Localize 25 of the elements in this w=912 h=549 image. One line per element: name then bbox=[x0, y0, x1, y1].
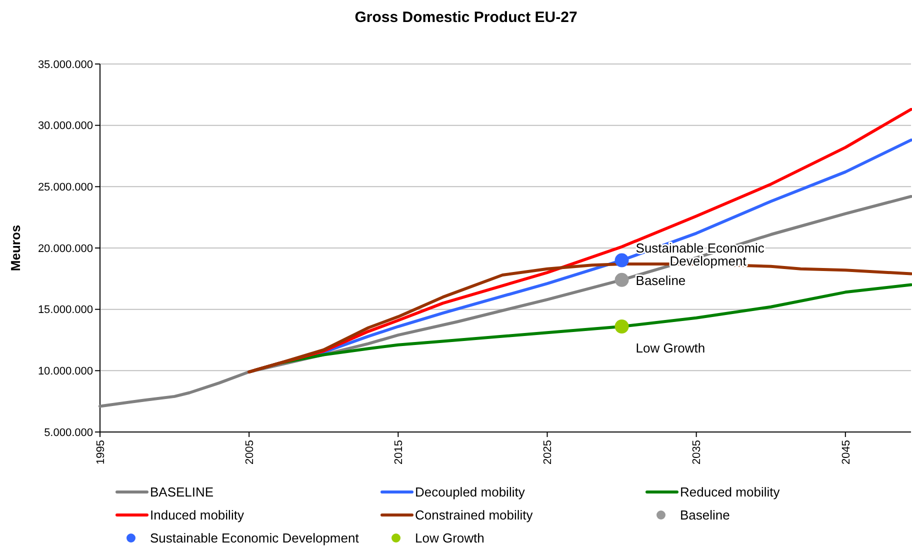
x-tick-label: 2015 bbox=[393, 440, 406, 464]
x-tick-label: 2025 bbox=[542, 440, 554, 464]
y-tick-label: 25.000.000 bbox=[38, 182, 93, 194]
x-tick-label: 2045 bbox=[840, 440, 852, 464]
x-tick-label: 2035 bbox=[691, 440, 704, 464]
text: Low Growth bbox=[636, 340, 706, 356]
text: Baseline bbox=[636, 272, 686, 288]
legend-label: BASELINE bbox=[150, 484, 214, 500]
y-tick-label: 35.000.000 bbox=[38, 58, 93, 71]
legend-label: Baseline bbox=[680, 508, 730, 523]
chart-title: Gross Domestic Product EU-27 bbox=[354, 9, 578, 26]
y-tick-label: 20.000.000 bbox=[38, 242, 93, 255]
x-tick-label: 2005 bbox=[244, 440, 256, 464]
legend-label: Induced mobility bbox=[150, 508, 244, 523]
y-tick-label: 10.000.000 bbox=[38, 366, 93, 378]
y-tick-label: 30.000.000 bbox=[38, 120, 93, 132]
legend-label: Sustainable Economic Development bbox=[150, 530, 360, 546]
legend-label: Constrained mobility bbox=[415, 508, 534, 523]
legend-label: Low Growth bbox=[415, 530, 484, 546]
y-tick-label: 5.000.000 bbox=[44, 426, 93, 439]
x-tick-label: 1995 bbox=[94, 440, 107, 464]
y-axis-title: Meuros bbox=[8, 224, 23, 272]
legend-label: Reduced mobility bbox=[680, 484, 780, 500]
legend-label: Decoupled mobility bbox=[415, 484, 526, 500]
y-tick-label: 15.000.000 bbox=[38, 304, 93, 316]
